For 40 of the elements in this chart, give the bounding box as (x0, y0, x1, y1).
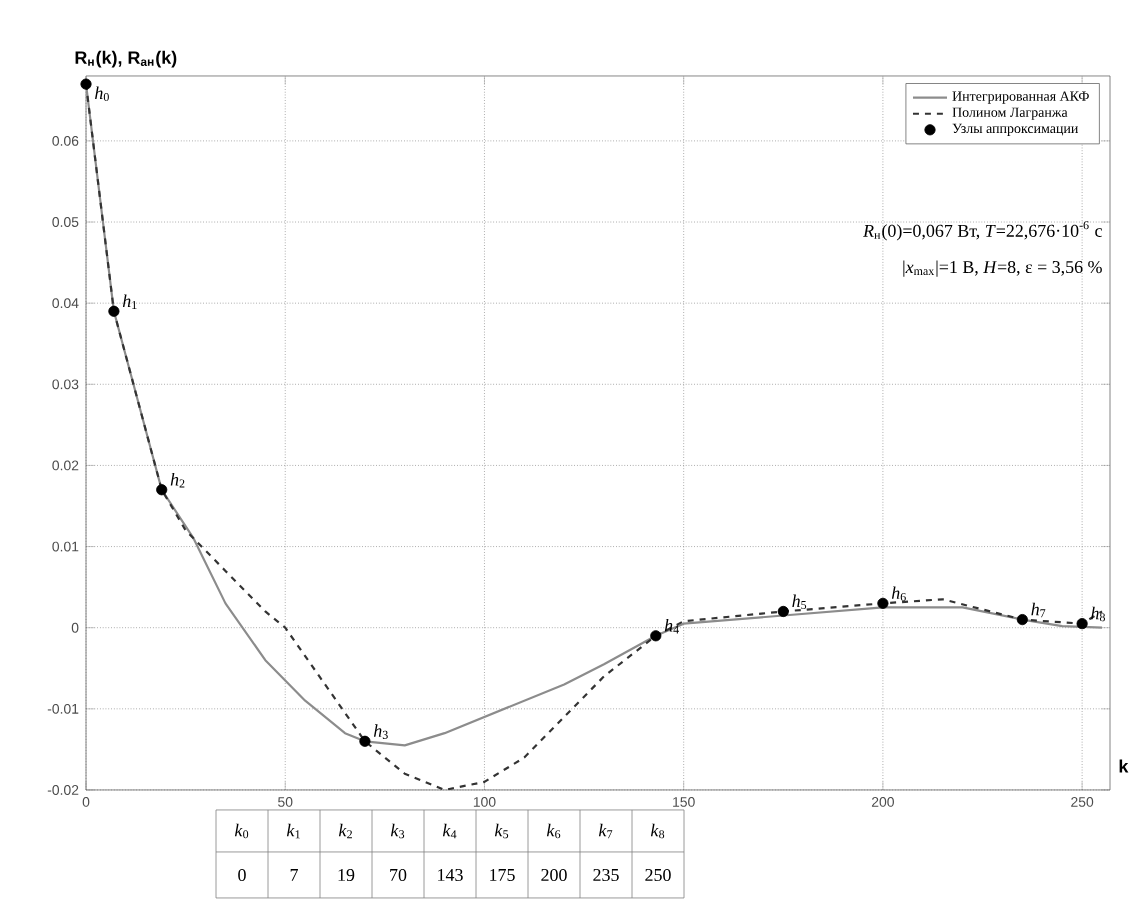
text: 0 (238, 868, 246, 882)
point (108, 305, 120, 317)
annotation: h$_{6}$ (891, 586, 906, 601)
text: k$_{3}$ (390, 823, 405, 839)
text: 235 (593, 868, 619, 882)
text: k$_{5}$ (494, 823, 509, 839)
text: k$_{4}$ (442, 823, 457, 839)
annotation: h$_{0}$ (95, 86, 109, 102)
point (80, 78, 92, 90)
text: k$_{7}$ (598, 823, 613, 839)
annotation: h$_{4}$ (664, 618, 679, 634)
point (156, 484, 168, 496)
point (1016, 614, 1028, 626)
text: 175 (490, 868, 515, 881)
annotation: |x$_{max}$|=1 В, H=8, ε = 3,56 % (903, 260, 1102, 277)
point (777, 605, 789, 618)
annotation: h$_{2}$ (170, 472, 185, 488)
point (359, 735, 371, 747)
text: 7 (290, 869, 298, 881)
point (650, 630, 662, 642)
text: 200 (541, 868, 567, 882)
annotation: h$_{8}$ (1091, 606, 1105, 622)
text: 19 (338, 868, 355, 882)
annotation: h$_{7}$ (1031, 602, 1046, 618)
text: k$_{1}$ (286, 823, 300, 839)
point (877, 597, 889, 609)
point (1076, 618, 1088, 630)
x-axis-title: k (1119, 759, 1129, 773)
annotation: h$_{3}$ (373, 724, 388, 739)
text: 70 (390, 868, 407, 882)
annotation: R$_{н}$(0)=0,067 Вт, T=22,676·10$^{-6}$ с (863, 221, 1102, 241)
annotation: h$_{5}$ (792, 594, 807, 610)
y-axis-title: R$_{н}$(k), R$_{ан}$(k) (75, 50, 177, 68)
text: k$_{8}$ (650, 823, 665, 839)
text: k$_{6}$ (546, 823, 561, 839)
text: k$_{2}$ (338, 823, 352, 839)
text: k$_{0}$ (234, 823, 249, 839)
text: 250 (645, 868, 671, 882)
annotation: h$_{1}$ (122, 294, 137, 309)
text: 143 (438, 868, 463, 882)
